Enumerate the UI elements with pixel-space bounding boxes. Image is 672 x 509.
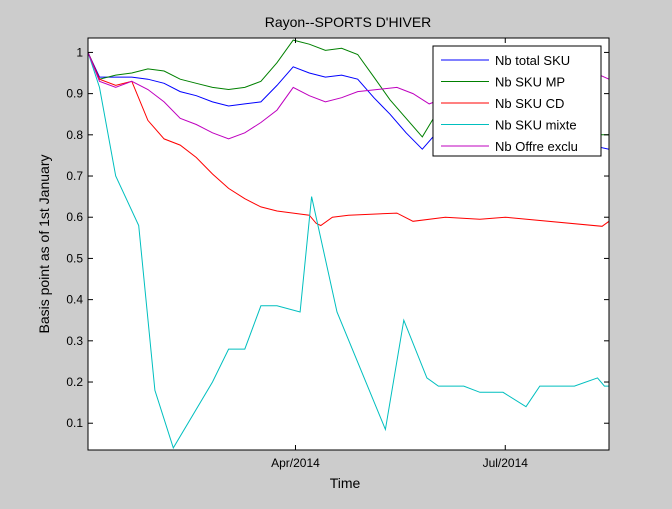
y-tick-label: 0.2 <box>66 375 83 389</box>
y-tick-label: 1 <box>76 45 83 59</box>
y-tick-label: 0.8 <box>66 128 83 142</box>
y-ticks: 0.1 0.2 0.3 0.4 0.5 0.6 0.7 0.8 0.9 1 <box>66 45 609 430</box>
series-line-3 <box>87 52 609 450</box>
y-tick-label: 0.6 <box>66 210 83 224</box>
series-line-2 <box>87 52 610 227</box>
legend-label: Nb SKU mixte <box>495 118 577 133</box>
chart-title: Rayon--SPORTS D'HIVER <box>265 14 432 30</box>
x-axis-label: Time <box>330 475 361 491</box>
legend-label: Nb SKU CD <box>495 96 564 111</box>
x-ticks: Apr/2014 Jul/2014 <box>271 38 528 470</box>
y-tick-label: 0.9 <box>66 87 83 101</box>
y-tick-label: 0.5 <box>66 251 83 265</box>
legend-label: Nb Offre exclu <box>495 139 578 154</box>
x-tick-label: Apr/2014 <box>271 456 320 470</box>
y-tick-label: 0.4 <box>66 293 83 307</box>
y-axis-label: Basis point as of 1st January <box>36 155 52 334</box>
y-tick-label: 0.3 <box>66 334 83 348</box>
axes-box <box>87 37 610 451</box>
legend: Nb total SKU Nb SKU MP Nb SKU CD Nb SKU mix… <box>432 45 602 157</box>
y-tick-label: 0.1 <box>66 416 83 430</box>
legend-box <box>432 45 602 157</box>
y-tick-label: 0.7 <box>66 169 83 183</box>
legend-label: Nb SKU MP <box>495 75 565 90</box>
legend-label: Nb total SKU <box>495 53 570 68</box>
x-tick-label: Jul/2014 <box>483 456 529 470</box>
